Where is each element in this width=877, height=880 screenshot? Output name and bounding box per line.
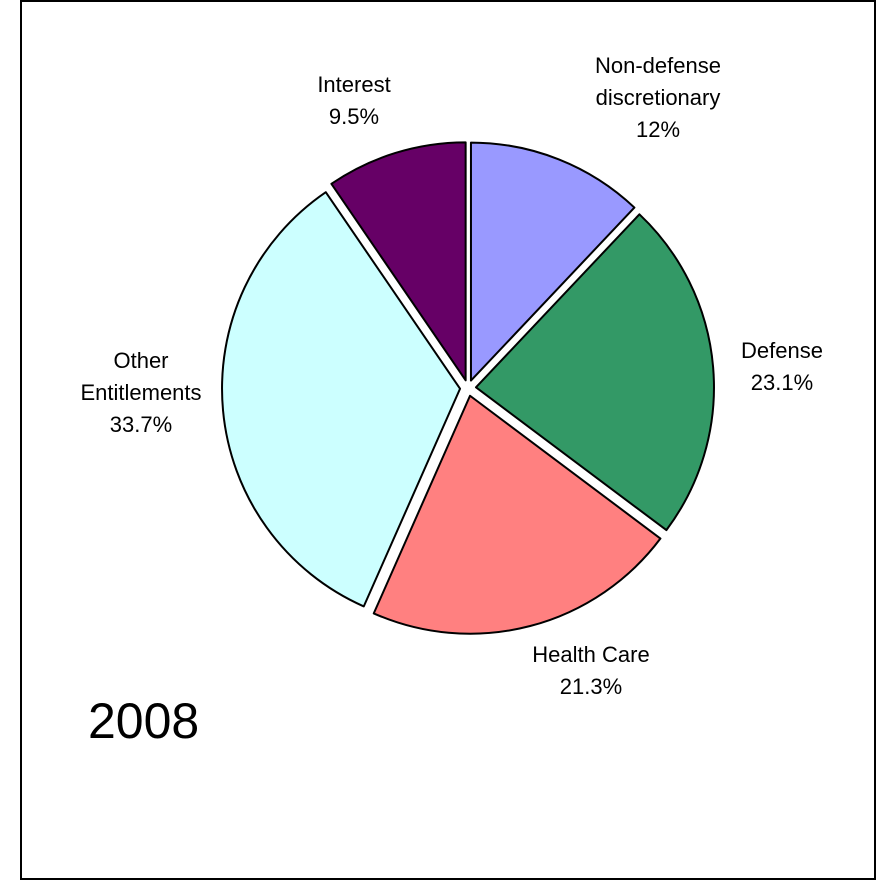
slice-label-defense: Defense 23.1%: [741, 338, 823, 395]
slice-name-label: discretionary: [596, 85, 721, 110]
slice-value-label: 9.5%: [329, 104, 379, 129]
slice-label-non-defense-discretionary: Non-defense discretionary 12%: [595, 53, 721, 142]
slice-name-label: Non-defense: [595, 53, 721, 78]
year-label: 2008: [88, 693, 200, 749]
slice-value-label: 12%: [636, 117, 680, 142]
pie-chart: Non-defense discretionary 12% Defense 23.1% H…: [80, 53, 823, 699]
pie-slice-interest: [330, 141, 467, 382]
slice-name-label: Interest: [317, 72, 390, 97]
slice-value-label: 33.7%: [110, 412, 172, 437]
slice-label-other-entitlements: Other Entitlements 33.7%: [80, 348, 201, 437]
pie-slice-health-care: [372, 394, 662, 635]
slice-name-label: Defense: [741, 338, 823, 363]
slice-value-label: 21.3%: [560, 674, 622, 699]
slice-name-label: Other: [113, 348, 168, 373]
pie-slice-other-entitlements: [221, 191, 462, 608]
slice-name-label: Health Care: [532, 642, 649, 667]
slice-value-label: 23.1%: [751, 370, 813, 395]
slice-label-health-care: Health Care 21.3%: [532, 642, 649, 699]
pie-slice-defense: [474, 213, 715, 532]
slice-label-interest: Interest 9.5%: [317, 72, 390, 129]
slice-name-label: Entitlements: [80, 380, 201, 405]
pie-slice-non-defense-discretionary: [469, 141, 636, 382]
